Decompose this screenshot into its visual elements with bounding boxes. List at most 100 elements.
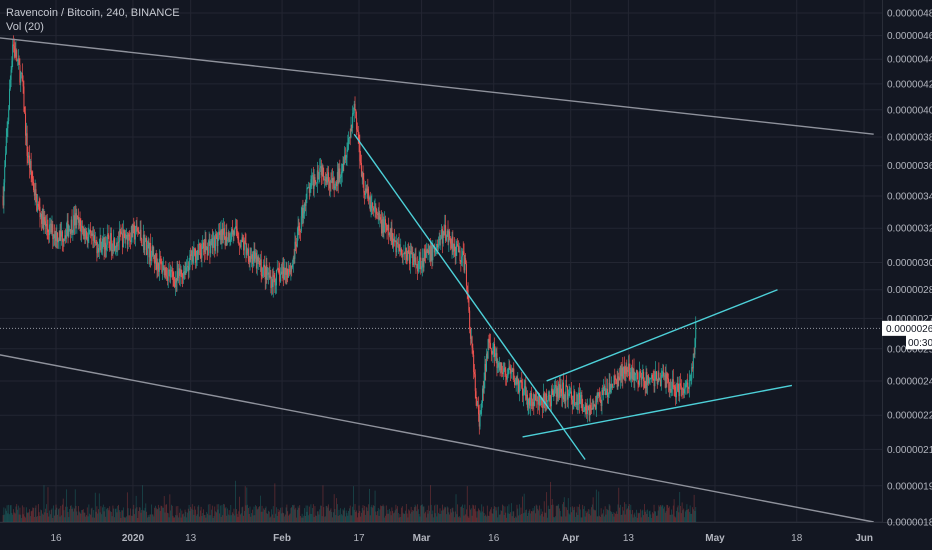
volume-bar: [647, 509, 649, 522]
candle-body: [259, 260, 261, 266]
volume-bar: [422, 506, 424, 522]
volume-indicator-label[interactable]: Vol (20): [6, 21, 44, 33]
trendlines[interactable]: [0, 36, 874, 523]
volume-bar: [20, 514, 22, 522]
candle-body: [628, 363, 630, 373]
candle-body: [166, 275, 168, 277]
candle-body: [630, 378, 632, 380]
volume-bar: [197, 506, 199, 522]
volume-bar: [340, 508, 341, 522]
volume-bar: [632, 517, 634, 522]
volume-bar: [642, 509, 644, 522]
candle-body: [249, 256, 251, 262]
candle-body: [552, 390, 554, 397]
candle-body: [616, 379, 618, 388]
volume-bar: [381, 505, 383, 522]
volume-bar: [636, 517, 638, 522]
candle-body: [669, 388, 671, 391]
candle-body: [555, 384, 557, 397]
symbol-title[interactable]: Ravencoin / Bitcoin, 240, BINANCE: [6, 7, 180, 19]
volume-bar: [131, 515, 133, 522]
candle-body: [280, 271, 282, 275]
volume-bar: [616, 513, 618, 522]
volume-bar: [13, 512, 15, 522]
candle-body: [595, 405, 597, 410]
volume-bar: [304, 515, 306, 522]
candle-body: [414, 257, 416, 262]
volume-bar: [518, 504, 520, 522]
volume-bar: [539, 515, 541, 522]
candle-body: [392, 242, 394, 248]
volume-bar: [523, 493, 525, 522]
price-tick-label: 0.00000285: [887, 285, 932, 296]
volume-bar: [121, 510, 123, 522]
candle-body: [570, 391, 572, 400]
candle-body: [631, 367, 633, 380]
trendline-wedge-upper[interactable]: [546, 289, 778, 382]
volume-bar: [8, 504, 10, 522]
candle-body: [219, 231, 221, 236]
volume-bar: [283, 513, 285, 522]
volume-bar: [117, 506, 119, 522]
volume-bar: [76, 511, 78, 522]
candle-body: [356, 118, 358, 130]
candle-body: [229, 239, 231, 242]
candle-body: [490, 348, 492, 352]
trendline-descending-resistance[interactable]: [353, 133, 586, 460]
volume-bar: [182, 514, 184, 522]
trendline-wedge-lower[interactable]: [522, 384, 793, 438]
trendline-channel-upper[interactable]: [0, 36, 874, 135]
time-axis[interactable]: 16 2020 13 Feb 17 Mar 16 Apr 13 May 18 Jun: [50, 533, 873, 544]
price-axis[interactable]: 0.000004800.000004600.000004400.00000420…: [887, 9, 932, 529]
volume-bar: [78, 511, 80, 522]
candle-body: [189, 254, 191, 268]
volume-bar: [25, 517, 26, 522]
volume-bar: [650, 514, 652, 522]
candle-body: [578, 392, 580, 403]
volume-bar: [322, 485, 324, 522]
candle-body: [181, 273, 183, 276]
volume-bar: [585, 510, 587, 522]
candle-body: [213, 237, 215, 239]
candle-body: [563, 394, 565, 400]
trendline-channel-lower[interactable]: [0, 351, 874, 523]
candle-body: [409, 252, 411, 264]
volume-bar: [236, 513, 238, 522]
volume-bar: [425, 517, 427, 522]
volume-bar: [336, 504, 338, 522]
candle-body: [516, 376, 518, 385]
volume-bar: [351, 515, 353, 522]
volume-bar: [316, 511, 318, 522]
candle-body: [662, 372, 664, 376]
volume-bar: [613, 516, 615, 522]
candle-body: [55, 231, 57, 241]
volume-bar: [248, 513, 250, 522]
volume-bar: [671, 509, 673, 522]
candle-body: [130, 240, 132, 242]
candle-body: [60, 230, 62, 237]
candle-body: [370, 205, 372, 211]
candle-body: [54, 231, 56, 239]
volume-bar: [221, 505, 223, 522]
volume-bar: [692, 507, 693, 522]
volume-bar: [560, 516, 562, 522]
volume-bar: [379, 509, 381, 522]
candle-body: [337, 172, 339, 184]
volume-bar: [219, 505, 221, 522]
volume-bar: [518, 515, 519, 522]
volume-bar: [102, 507, 103, 522]
volume-bar: [90, 508, 92, 522]
candle-body: [336, 181, 338, 187]
volume-bar: [86, 515, 87, 522]
candle-body: [441, 229, 443, 238]
volume-bar: [458, 515, 460, 522]
volume-bar: [90, 514, 91, 522]
volume-bar: [611, 512, 612, 522]
candle-body: [217, 237, 219, 247]
candle-body: [523, 388, 525, 393]
volume-bar: [498, 514, 500, 522]
volume-bar: [186, 517, 188, 522]
volume-bar: [148, 516, 150, 522]
